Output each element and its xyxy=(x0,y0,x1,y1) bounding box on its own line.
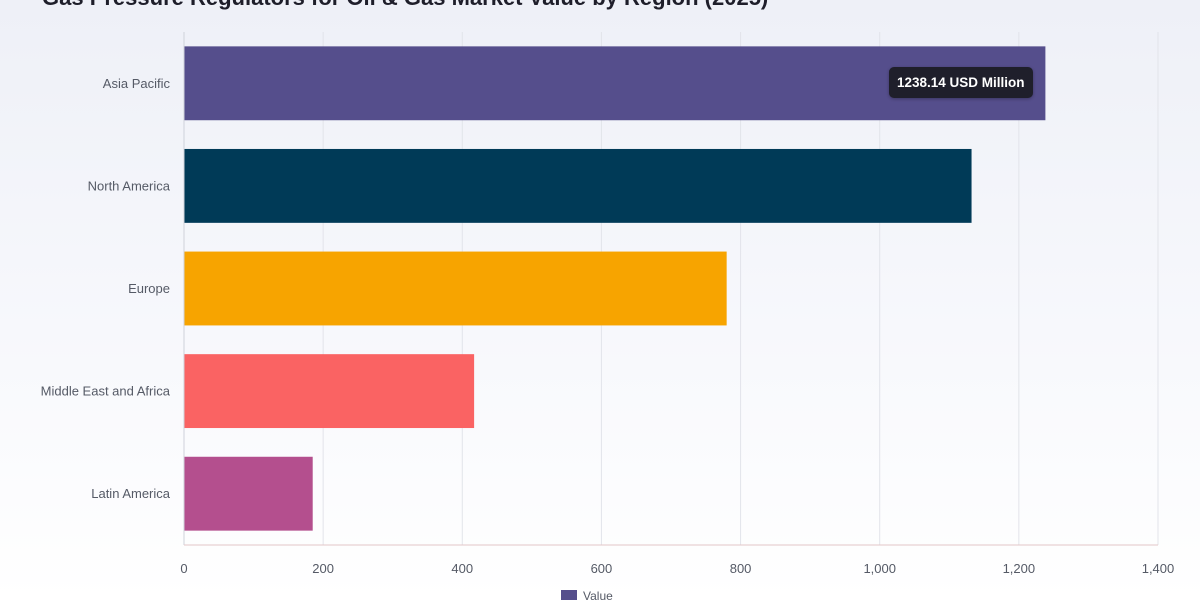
x-tick-label: 800 xyxy=(730,561,752,576)
x-tick-label: 600 xyxy=(591,561,613,576)
bar-middle-east-and-africa[interactable] xyxy=(184,354,475,429)
category-label: Latin America xyxy=(91,486,171,501)
x-tick-label: 1,200 xyxy=(1003,561,1036,576)
x-tick-label: 200 xyxy=(312,561,334,576)
x-tick-label: 0 xyxy=(180,561,187,576)
bars xyxy=(184,46,1046,531)
category-label: Europe xyxy=(128,281,170,296)
category-label: Asia Pacific xyxy=(103,76,171,91)
axes xyxy=(183,32,1158,546)
legend-label: Value xyxy=(583,589,613,600)
labels: 0 200 400 600 800 1,000 1,200 1,400 Asia Pacific… xyxy=(41,76,1175,576)
legend-swatch xyxy=(561,590,577,600)
x-tick-label: 1,000 xyxy=(863,561,896,576)
bar-europe[interactable] xyxy=(184,251,727,326)
x-tick-label: 400 xyxy=(451,561,473,576)
chart-title: Gas Pressure Regulators for Oil & Gas Ma… xyxy=(42,0,768,11)
x-tick-label: 1,400 xyxy=(1142,561,1175,576)
category-label: North America xyxy=(88,178,171,193)
bar-latin-america[interactable] xyxy=(184,456,313,531)
category-label: Middle East and Africa xyxy=(41,384,171,399)
bar-north-america[interactable] xyxy=(184,148,972,223)
value-tooltip: 1238.14 USD Million xyxy=(889,67,1033,98)
legend[interactable]: Value xyxy=(561,589,613,600)
